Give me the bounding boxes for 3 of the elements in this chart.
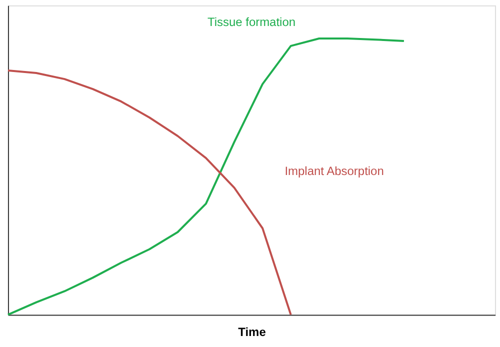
text: Implant Absorption xyxy=(284,164,384,178)
x-axis-title: Time xyxy=(238,325,266,340)
series-label: Tissue formation xyxy=(207,14,296,29)
